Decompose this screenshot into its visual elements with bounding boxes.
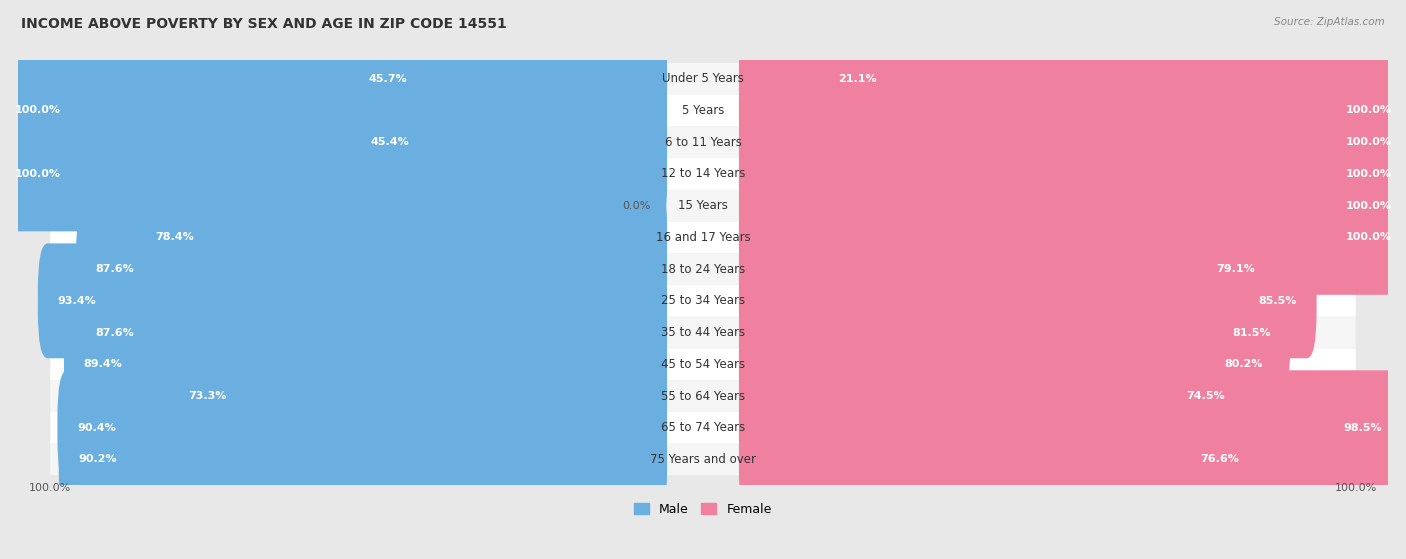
Text: 25 to 34 Years: 25 to 34 Years <box>661 295 745 307</box>
FancyBboxPatch shape <box>352 85 666 200</box>
FancyBboxPatch shape <box>51 380 1355 412</box>
Text: 76.6%: 76.6% <box>1201 454 1239 465</box>
FancyBboxPatch shape <box>51 126 1355 158</box>
FancyBboxPatch shape <box>740 370 1402 485</box>
FancyBboxPatch shape <box>51 63 1355 94</box>
Text: 100.0%: 100.0% <box>1334 484 1376 493</box>
FancyBboxPatch shape <box>740 180 1406 295</box>
FancyBboxPatch shape <box>51 221 1355 253</box>
FancyBboxPatch shape <box>76 275 666 390</box>
Text: 12 to 14 Years: 12 to 14 Years <box>661 168 745 181</box>
Text: 78.4%: 78.4% <box>155 233 194 243</box>
FancyBboxPatch shape <box>740 275 1291 390</box>
Text: INCOME ABOVE POVERTY BY SEX AND AGE IN ZIP CODE 14551: INCOME ABOVE POVERTY BY SEX AND AGE IN Z… <box>21 17 506 31</box>
Text: 35 to 44 Years: 35 to 44 Years <box>661 326 745 339</box>
FancyBboxPatch shape <box>349 21 666 136</box>
Text: 100.0%: 100.0% <box>14 106 60 116</box>
FancyBboxPatch shape <box>51 285 1355 317</box>
Text: 80.2%: 80.2% <box>1223 359 1263 369</box>
Text: 79.1%: 79.1% <box>1216 264 1256 274</box>
FancyBboxPatch shape <box>63 307 666 421</box>
Text: 98.5%: 98.5% <box>1343 423 1382 433</box>
Text: 100.0%: 100.0% <box>1346 137 1392 147</box>
Text: Source: ZipAtlas.com: Source: ZipAtlas.com <box>1274 17 1385 27</box>
Text: 87.6%: 87.6% <box>96 264 134 274</box>
FancyBboxPatch shape <box>51 348 1355 380</box>
Text: 100.0%: 100.0% <box>30 484 72 493</box>
FancyBboxPatch shape <box>169 339 666 453</box>
FancyBboxPatch shape <box>38 243 666 358</box>
FancyBboxPatch shape <box>0 116 666 231</box>
Text: 6 to 11 Years: 6 to 11 Years <box>665 136 741 149</box>
Text: 21.1%: 21.1% <box>838 74 876 84</box>
FancyBboxPatch shape <box>740 148 1406 263</box>
Text: 15 Years: 15 Years <box>678 199 728 212</box>
Text: 45.7%: 45.7% <box>368 74 408 84</box>
Text: 18 to 24 Years: 18 to 24 Years <box>661 263 745 276</box>
Text: 0.0%: 0.0% <box>623 201 651 211</box>
FancyBboxPatch shape <box>51 412 1355 444</box>
Text: 5 Years: 5 Years <box>682 104 724 117</box>
FancyBboxPatch shape <box>0 53 666 168</box>
FancyBboxPatch shape <box>51 190 1355 221</box>
Text: 100.0%: 100.0% <box>1346 201 1392 211</box>
FancyBboxPatch shape <box>740 21 896 136</box>
FancyBboxPatch shape <box>740 243 1316 358</box>
Text: 16 and 17 Years: 16 and 17 Years <box>655 231 751 244</box>
FancyBboxPatch shape <box>76 212 666 326</box>
Text: 100.0%: 100.0% <box>1346 169 1392 179</box>
Text: 87.6%: 87.6% <box>96 328 134 338</box>
Text: 74.5%: 74.5% <box>1187 391 1225 401</box>
Text: 100.0%: 100.0% <box>1346 106 1392 116</box>
FancyBboxPatch shape <box>51 94 1355 126</box>
Text: 93.4%: 93.4% <box>58 296 96 306</box>
Text: 75 Years and over: 75 Years and over <box>650 453 756 466</box>
Text: 73.3%: 73.3% <box>188 391 226 401</box>
Text: 45.4%: 45.4% <box>371 137 409 147</box>
Text: 89.4%: 89.4% <box>83 359 122 369</box>
Text: 55 to 64 Years: 55 to 64 Years <box>661 390 745 402</box>
FancyBboxPatch shape <box>740 402 1258 517</box>
FancyBboxPatch shape <box>58 370 666 485</box>
Text: 100.0%: 100.0% <box>1346 233 1392 243</box>
Text: 100.0%: 100.0% <box>14 169 60 179</box>
FancyBboxPatch shape <box>51 158 1355 190</box>
FancyBboxPatch shape <box>51 317 1355 348</box>
Text: 81.5%: 81.5% <box>1233 328 1271 338</box>
FancyBboxPatch shape <box>740 53 1406 168</box>
Legend: Male, Female: Male, Female <box>630 498 776 521</box>
FancyBboxPatch shape <box>740 212 1275 326</box>
Text: 90.2%: 90.2% <box>79 454 117 465</box>
FancyBboxPatch shape <box>51 444 1355 475</box>
FancyBboxPatch shape <box>740 85 1406 200</box>
Text: 65 to 74 Years: 65 to 74 Years <box>661 421 745 434</box>
Text: 45 to 54 Years: 45 to 54 Years <box>661 358 745 371</box>
Text: 85.5%: 85.5% <box>1258 296 1296 306</box>
FancyBboxPatch shape <box>51 253 1355 285</box>
Text: 90.4%: 90.4% <box>77 423 115 433</box>
FancyBboxPatch shape <box>59 402 666 517</box>
Text: Under 5 Years: Under 5 Years <box>662 72 744 86</box>
FancyBboxPatch shape <box>740 339 1244 453</box>
FancyBboxPatch shape <box>136 180 666 295</box>
FancyBboxPatch shape <box>740 307 1282 421</box>
FancyBboxPatch shape <box>740 116 1406 231</box>
